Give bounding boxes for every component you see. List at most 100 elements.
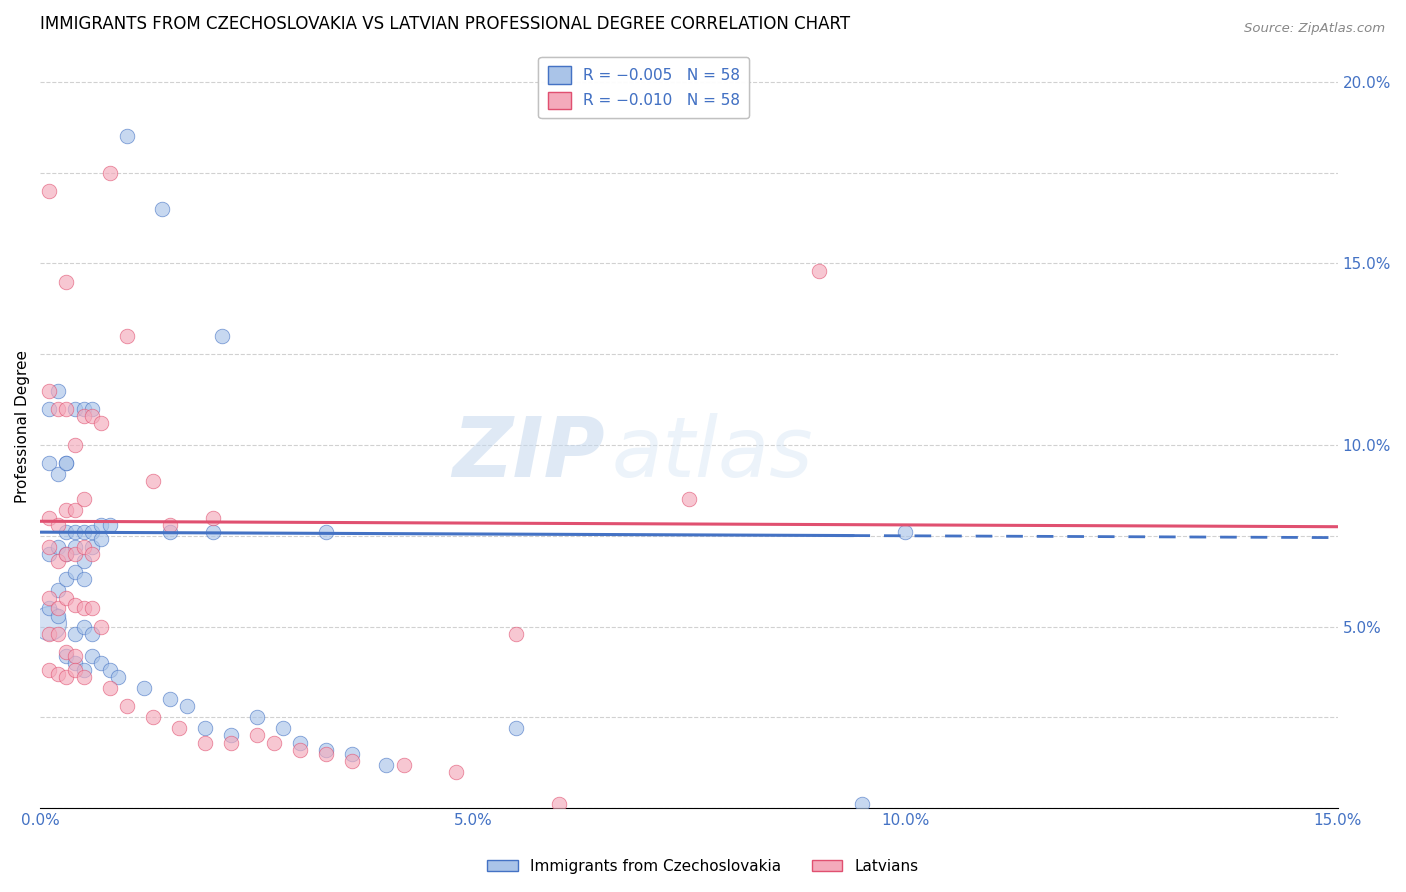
Point <box>38 510 60 524</box>
Point <box>194 736 217 750</box>
Point <box>678 492 700 507</box>
Point <box>82 401 104 416</box>
Point <box>90 416 112 430</box>
Point <box>73 573 96 587</box>
Point <box>851 797 873 812</box>
Point <box>38 663 60 677</box>
Point <box>73 492 96 507</box>
Point <box>73 525 96 540</box>
Point <box>219 736 242 750</box>
Point <box>82 648 104 663</box>
Point <box>63 547 86 561</box>
Point <box>38 384 60 398</box>
Point <box>73 554 96 568</box>
Point <box>142 475 165 489</box>
Point <box>115 329 138 343</box>
Point <box>46 608 69 623</box>
Point <box>134 681 156 696</box>
Point <box>142 710 165 724</box>
Point <box>38 401 60 416</box>
Point <box>63 598 86 612</box>
Point <box>444 764 467 779</box>
Point <box>271 721 294 735</box>
Point <box>55 670 77 684</box>
Point <box>73 601 96 615</box>
Point <box>167 721 190 735</box>
Point <box>38 547 60 561</box>
Point <box>63 401 86 416</box>
Point <box>55 547 77 561</box>
Point <box>807 264 830 278</box>
Point <box>63 648 86 663</box>
Point <box>73 409 96 423</box>
Point <box>63 438 86 452</box>
Point <box>38 184 60 198</box>
Point <box>505 721 527 735</box>
Point <box>894 525 917 540</box>
Point <box>63 565 86 579</box>
Point <box>46 384 69 398</box>
Point <box>46 583 69 598</box>
Text: IMMIGRANTS FROM CZECHOSLOVAKIA VS LATVIAN PROFESSIONAL DEGREE CORRELATION CHART: IMMIGRANTS FROM CZECHOSLOVAKIA VS LATVIA… <box>41 15 851 33</box>
Point <box>392 757 415 772</box>
Point <box>115 129 138 144</box>
Point <box>63 656 86 670</box>
Point <box>73 540 96 554</box>
Point <box>38 591 60 605</box>
Point <box>219 729 242 743</box>
Point <box>90 517 112 532</box>
Point <box>263 736 285 750</box>
Point <box>46 554 69 568</box>
Point <box>73 663 96 677</box>
Point <box>73 401 96 416</box>
Point <box>46 467 69 481</box>
Point <box>46 517 69 532</box>
Point <box>202 510 225 524</box>
Point <box>46 627 69 641</box>
Point <box>63 663 86 677</box>
Point <box>90 533 112 547</box>
Point <box>73 670 96 684</box>
Point <box>55 591 77 605</box>
Point <box>38 627 60 641</box>
Point <box>55 503 77 517</box>
Point <box>505 627 527 641</box>
Point <box>315 747 337 761</box>
Point <box>82 601 104 615</box>
Point <box>194 721 217 735</box>
Point <box>288 736 311 750</box>
Point <box>548 797 571 812</box>
Point <box>98 681 121 696</box>
Text: ZIP: ZIP <box>453 413 605 494</box>
Point <box>63 503 86 517</box>
Point <box>55 275 77 289</box>
Text: Source: ZipAtlas.com: Source: ZipAtlas.com <box>1244 22 1385 36</box>
Point <box>340 747 363 761</box>
Point <box>46 401 69 416</box>
Point <box>159 692 181 706</box>
Point <box>46 540 69 554</box>
Point <box>159 517 181 532</box>
Point <box>55 456 77 470</box>
Point <box>90 619 112 633</box>
Legend: R = −0.005   N = 58, R = −0.010   N = 58: R = −0.005 N = 58, R = −0.010 N = 58 <box>538 57 749 119</box>
Point <box>82 547 104 561</box>
Point <box>63 627 86 641</box>
Point <box>150 202 173 216</box>
Point <box>73 619 96 633</box>
Point <box>55 456 77 470</box>
Point <box>159 525 181 540</box>
Point <box>246 710 269 724</box>
Point <box>246 729 269 743</box>
Point <box>38 601 60 615</box>
Point <box>115 699 138 714</box>
Point <box>46 666 69 681</box>
Point <box>38 615 60 630</box>
Point <box>82 525 104 540</box>
Point <box>98 166 121 180</box>
Point <box>288 743 311 757</box>
Point <box>98 517 121 532</box>
Point <box>176 699 198 714</box>
Point <box>55 645 77 659</box>
Text: atlas: atlas <box>612 413 813 494</box>
